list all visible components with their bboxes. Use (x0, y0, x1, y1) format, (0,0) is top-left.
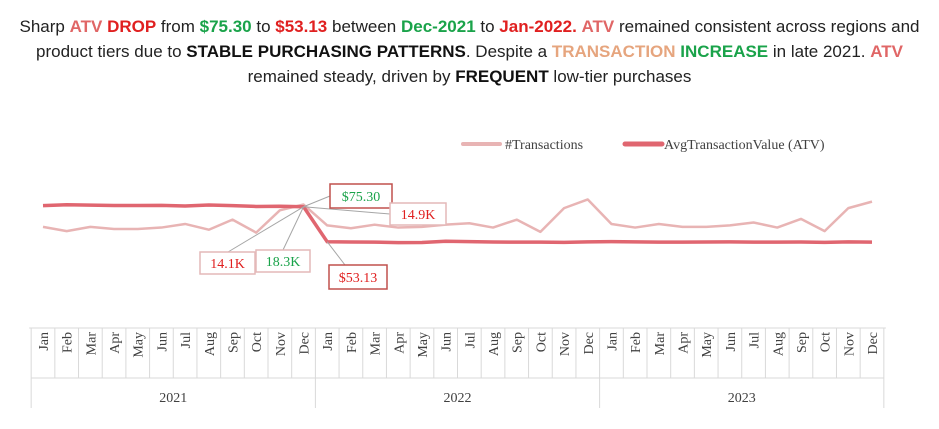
annotation-box (389, 202, 447, 226)
series-line-atv (42, 202, 873, 245)
x-tick-label: Feb (61, 332, 76, 353)
x-tick-label: Nov (842, 332, 857, 356)
headline-segment: between (327, 17, 401, 36)
x-tick-label: Dec (298, 332, 313, 355)
x-tick-label: Sep (795, 332, 810, 353)
headline-segment: STABLE PURCHASING PATTERNS (186, 42, 466, 61)
annotation-label: 14.9K (401, 208, 436, 223)
x-tick-label: Mar (369, 332, 384, 356)
headline-segment: to (475, 17, 500, 36)
headline-segment: from (156, 17, 200, 36)
x-tick-label: Jul (179, 332, 194, 348)
x-tick-label: Oct (534, 332, 549, 352)
x-tick-label: May (700, 332, 715, 358)
headline-segment: Jan-2022. (499, 17, 577, 36)
x-tick-label: Feb (345, 332, 360, 353)
headline-segment: $53.13 (275, 17, 328, 36)
headline-segment: . Despite a (465, 42, 552, 61)
headline-segment: TRANSACTION (551, 42, 676, 61)
headline-segment: ATV (581, 17, 615, 36)
headline-segment: DROP (107, 17, 157, 36)
headline-segment: FREQUENT (455, 67, 549, 86)
chart-headline: Sharp ATV DROP from $75.30 to $53.13 bet… (0, 14, 939, 86)
x-tick-label: Mar (84, 332, 99, 356)
x-tick-label: Jun (440, 332, 455, 351)
annotation-leader-line (303, 206, 391, 215)
headline-segment: to (251, 17, 276, 36)
x-tick-label: Oct (819, 332, 834, 352)
headline-segment: Dec-2021 (401, 17, 476, 36)
annotation-box (328, 264, 388, 290)
headline-segment: ATV (69, 17, 103, 36)
x-tick-label: Apr (392, 332, 407, 354)
x-tick-label: Aug (487, 332, 502, 356)
annotation-box (199, 251, 256, 275)
headline-segment: in late 2021. (768, 42, 871, 61)
x-tick-label: Apr (108, 332, 123, 354)
headline-segment: low-tier purchases (548, 67, 692, 86)
x-tick-label: May (132, 332, 147, 358)
annotation-label: 18.3K (266, 255, 301, 270)
headline-segment: ATV (870, 42, 903, 61)
legend-label-transactions: #Transactions (505, 138, 583, 153)
headline-segment: INCREASE (680, 42, 769, 61)
x-tick-label: Jul (748, 332, 763, 348)
x-tick-label: Jun (724, 332, 739, 351)
x-tick-label: Mar (653, 332, 668, 356)
x-tick-label: Aug (771, 332, 786, 356)
x-tick-label: Nov (274, 332, 289, 356)
annotation-box (255, 249, 311, 273)
x-tick-label: Jan (321, 332, 336, 351)
x-tick-label: Jul (463, 332, 478, 348)
legend-label-atv: AvgTransactionValue (ATV) (664, 138, 825, 153)
annotation-box (329, 183, 393, 209)
x-group-label: 2022 (444, 391, 472, 406)
x-tick-label: Dec (866, 332, 881, 355)
series-line-transactions (42, 198, 873, 234)
x-tick-label: May (416, 332, 431, 358)
annotation-leader-line (326, 241, 346, 266)
x-tick-label: Jan (605, 332, 620, 351)
headline-segment: $75.30 (199, 17, 252, 36)
annotation-leader-line (227, 206, 304, 253)
headline-segment: Sharp (19, 17, 70, 36)
x-tick-label: Aug (203, 332, 218, 356)
headline-segment: remained consistent across regions and p… (36, 17, 925, 61)
x-tick-label: Oct (250, 332, 265, 352)
x-group-label: 2023 (728, 391, 756, 406)
x-tick-label: Sep (511, 332, 526, 353)
annotation-label: $75.30 (342, 190, 381, 205)
headline-segment: remained steady, driven by (247, 42, 908, 86)
x-tick-label: Nov (558, 332, 573, 356)
x-tick-label: Feb (629, 332, 644, 353)
annotation-leader-line (282, 206, 304, 251)
x-tick-label: Dec (582, 332, 597, 355)
x-group-label: 2021 (159, 391, 187, 406)
annotation-leader-line (303, 195, 331, 208)
x-tick-label: Sep (226, 332, 241, 353)
x-tick-label: Jun (155, 332, 170, 351)
annotation-label: $53.13 (339, 271, 378, 286)
annotation-label: 14.1K (210, 257, 245, 272)
x-tick-label: Jan (37, 332, 52, 351)
x-tick-label: Apr (677, 332, 692, 354)
